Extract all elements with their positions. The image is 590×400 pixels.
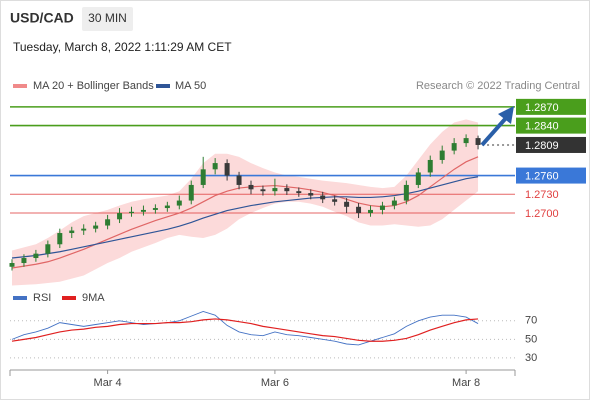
candle-body xyxy=(415,172,421,185)
candle-body xyxy=(200,169,206,185)
candle-body xyxy=(272,188,278,192)
candle-body xyxy=(224,163,230,176)
candle-body xyxy=(81,228,87,231)
timeframe-button[interactable] xyxy=(82,7,133,31)
legend-label: MA 50 xyxy=(175,80,206,92)
candle-body xyxy=(260,189,266,192)
x-tick-label: Mar 8 xyxy=(452,377,480,389)
candle-body xyxy=(45,244,51,254)
candle-body xyxy=(212,163,218,170)
y-tick-label: 70 xyxy=(525,315,537,327)
indicator-line xyxy=(11,318,479,342)
level-box xyxy=(516,136,586,153)
candle-body xyxy=(164,205,170,209)
candle-body xyxy=(451,143,457,151)
level-label: 1.2870 xyxy=(525,102,559,114)
chart-title: USD/CAD xyxy=(10,10,74,26)
candle-body xyxy=(463,138,469,144)
candle-body xyxy=(427,159,433,173)
source: Research © 2022 Trading Central xyxy=(416,80,580,92)
legend-swatch xyxy=(62,296,76,300)
ma-line xyxy=(11,176,479,259)
plot: 1.2870 1.2840 1.2809 1.2760 1.2730 1.2700 30 50… xyxy=(9,98,586,389)
legend-label: RSI xyxy=(33,292,51,304)
candle-body xyxy=(188,184,194,201)
candle-body xyxy=(332,199,338,202)
candle-body xyxy=(308,193,314,196)
candle-body xyxy=(117,213,123,220)
candle-body xyxy=(296,191,302,194)
candle-body xyxy=(320,195,326,200)
candle-body xyxy=(379,205,385,210)
x-tick-label: Mar 4 xyxy=(94,377,122,389)
level-label: 1.2760 xyxy=(525,170,559,182)
candle-body xyxy=(129,211,134,214)
candle-body xyxy=(140,209,146,212)
legend-label: 9MA xyxy=(82,292,105,304)
candle-body xyxy=(284,188,290,192)
candle-body xyxy=(9,263,15,267)
candle-body xyxy=(69,230,75,234)
level-label: 1.2840 xyxy=(525,121,559,133)
candle-body xyxy=(248,184,254,190)
candle-body xyxy=(391,200,397,206)
timeframe[interactable]: 30 MIN xyxy=(88,11,127,25)
bollinger-band xyxy=(12,119,479,286)
indicator-line xyxy=(11,311,479,346)
candle-body xyxy=(344,201,350,207)
y-tick-label: 50 xyxy=(525,333,537,345)
level-box xyxy=(516,117,586,134)
legend-swatch xyxy=(156,84,170,88)
candle-body xyxy=(368,209,373,214)
candle-body xyxy=(152,208,158,210)
candle-body xyxy=(21,258,27,264)
level-label: 1.2700 xyxy=(525,208,559,220)
arrow-head xyxy=(498,106,514,124)
legend-swatch xyxy=(13,296,27,300)
legend-label: MA 20 + Bollinger Bands xyxy=(33,80,154,92)
level-box xyxy=(516,98,586,115)
candle-body xyxy=(403,184,409,201)
candle-body xyxy=(176,200,182,206)
level-label: 1.2809 xyxy=(525,140,559,152)
ma-line xyxy=(11,156,479,269)
candle-body xyxy=(33,253,39,259)
candle-body xyxy=(475,138,481,145)
y-tick-label: 30 xyxy=(525,352,537,364)
candle-body xyxy=(57,233,63,245)
candle-body xyxy=(236,175,242,185)
level-label: 1.2730 xyxy=(525,189,559,201)
level-box xyxy=(516,167,586,184)
candle-body xyxy=(93,225,99,229)
subtitle: Tuesday, March 8, 2022 1:11:29 AM CET xyxy=(13,40,232,54)
arrow-shaft xyxy=(480,116,508,147)
legend-swatch xyxy=(13,84,27,88)
candle-body xyxy=(105,219,111,226)
candle-body xyxy=(356,206,362,214)
candle-body xyxy=(439,150,445,160)
x-tick-label: Mar 6 xyxy=(261,377,289,389)
